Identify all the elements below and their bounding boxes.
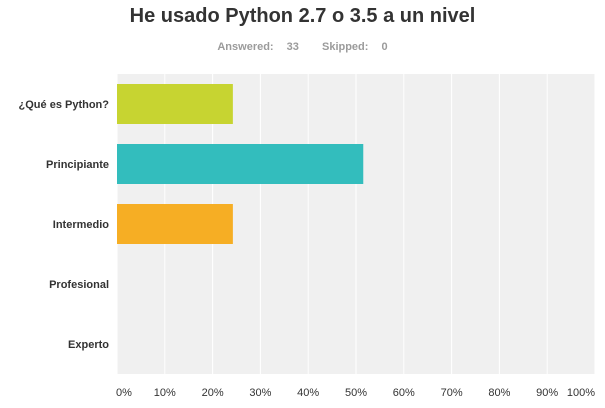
bar — [117, 84, 233, 124]
category-label: Experto — [68, 339, 109, 351]
category-label: Intermedio — [53, 219, 110, 231]
x-tick-label: 40% — [297, 387, 319, 399]
bar — [117, 144, 364, 184]
category-label: Profesional — [49, 279, 109, 291]
answered-count: 33 — [286, 41, 299, 53]
answered-stat: Answered: 33 — [212, 41, 304, 53]
chart-title: He usado Python 2.7 o 3.5 a un nivel — [129, 5, 476, 27]
x-tick-label: 0% — [116, 387, 132, 399]
x-tick-label: 70% — [441, 387, 463, 399]
x-tick-label: 100% — [567, 387, 595, 399]
category-label: Principiante — [46, 159, 109, 171]
response-stats: Answered: 33 Skipped: 0 — [0, 41, 605, 53]
skipped-stat: Skipped: 0 — [317, 41, 393, 53]
x-tick-label: 90% — [536, 387, 558, 399]
skipped-label: Skipped: — [321, 41, 369, 53]
x-tick-label: 60% — [393, 387, 415, 399]
answered-label: Answered: — [217, 41, 274, 53]
x-tick-label: 30% — [249, 387, 271, 399]
x-tick-label: 20% — [202, 387, 224, 399]
x-tick-label: 80% — [488, 387, 510, 399]
x-tick-label: 10% — [154, 387, 176, 399]
category-label: ¿Qué es Python? — [19, 99, 110, 111]
x-tick-label: 50% — [345, 387, 367, 399]
bar — [117, 204, 233, 244]
skipped-count: 0 — [381, 41, 388, 53]
